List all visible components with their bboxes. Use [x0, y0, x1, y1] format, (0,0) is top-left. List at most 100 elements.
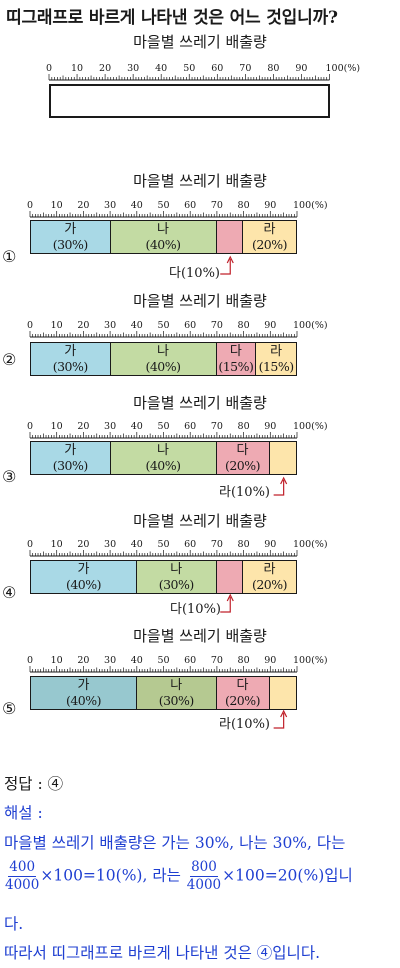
fraction-denominator: 4000 — [186, 877, 222, 893]
segment-percent: (30%) — [52, 359, 89, 374]
segment-label: 나 — [157, 344, 169, 359]
ruler-tick-label: 50 — [157, 539, 169, 550]
segment-percent: (20%) — [251, 237, 288, 252]
segment-percent: (40%) — [65, 693, 102, 708]
ruler-tick-label: 90 — [264, 539, 276, 550]
ruler-tick-label: 50 — [183, 63, 195, 74]
bar-segment: 다 (20%) — [216, 442, 270, 474]
explanation-label: 해설 : — [4, 804, 43, 822]
ruler-tick-label: 100(%) — [326, 63, 361, 74]
segment-percent: (30%) — [52, 458, 89, 473]
segment-label: 나 — [157, 222, 169, 237]
callout-label: 다(10%) — [169, 266, 220, 281]
bar-segment: 나 (40%) — [110, 442, 217, 474]
ruler-tick-label: 50 — [157, 200, 169, 211]
scale-ruler: 0 10 20 30 40 50 60 70 80 90 100(%) — [27, 200, 328, 218]
callout-arrow — [273, 709, 288, 729]
option-5-marker[interactable]: ⑤ — [2, 699, 17, 718]
ruler-tick-label: 100(%) — [293, 421, 328, 432]
band-graph-option-3: 가 (30%) 나 (40%) 다 (20%) — [30, 441, 297, 475]
band-graph-option-4: 가 (40%) 나 (30%) 라 (20%) — [30, 560, 297, 594]
bar-segment: 다 (20%) — [216, 677, 270, 709]
ruler-tick-label: 100(%) — [293, 655, 328, 666]
arrow-line — [220, 259, 231, 275]
ruler-tick-label: 80 — [238, 539, 250, 550]
ruler-tick-label: 70 — [211, 539, 223, 550]
arrow-head — [226, 255, 234, 264]
ruler-tick-label: 70 — [211, 421, 223, 432]
explanation-end-text: ×100=20(%)입니 — [222, 866, 353, 885]
segment-percent: (40%) — [145, 458, 181, 473]
ruler-tick-label: 0 — [27, 655, 33, 666]
segment-percent: (20%) — [251, 577, 288, 592]
ruler-tick-label: 10 — [51, 655, 63, 666]
scale-ruler: 0 10 20 30 40 50 60 70 80 90 100(%) — [27, 655, 328, 673]
option-3-marker[interactable]: ③ — [2, 467, 17, 486]
band-graph-option-2: 가 (30%) 나 (40%) 다 (15%) 라 (15%) — [30, 342, 297, 376]
ruler-tick-label: 100(%) — [293, 539, 328, 550]
bar-segment: 나 (40%) — [110, 221, 217, 253]
segment-percent: (40%) — [145, 359, 181, 374]
ruler-tick-label: 70 — [211, 655, 223, 666]
option-4-marker[interactable]: ④ — [2, 583, 17, 602]
empty-band-graph — [49, 84, 330, 118]
band-graph-option-1: 가 (30%) 나 (40%) 라 (20%) — [30, 220, 297, 254]
ruler-tick-label: 40 — [155, 63, 167, 74]
callout-label: 라(10%) — [219, 717, 270, 732]
ruler-tick-label: 10 — [51, 200, 63, 211]
ruler-tick-label: 40 — [131, 539, 143, 550]
bar-segment: 라 (20%) — [243, 221, 296, 253]
arrow-head — [280, 709, 288, 718]
segment-label: 가 — [77, 678, 90, 693]
segment-label: 나 — [170, 678, 183, 693]
ruler-tick-label: 70 — [211, 200, 223, 211]
bar-segment: 가 (40%) — [31, 561, 137, 593]
ruler-tick-label: 30 — [127, 63, 139, 74]
explanation-mid-text: ×100=10(%), 라는 — [40, 866, 181, 885]
ruler-tick-label: 90 — [295, 63, 307, 74]
segment-label: 라 — [263, 222, 276, 237]
bar-segment — [216, 561, 243, 593]
bar-segment — [269, 442, 296, 474]
bar-segment: 라 (20%) — [243, 561, 296, 593]
ruler-tick-label: 0 — [27, 421, 33, 432]
explanation-line-1: 마을별 쓰레기 배출량은 가는 30%, 나는 30%, 다는 — [4, 834, 346, 852]
segment-label: 가 — [77, 562, 90, 577]
bar-segment: 다 (15%) — [216, 343, 257, 375]
segment-label: 라 — [263, 562, 276, 577]
ruler-tick-label: 60 — [184, 200, 196, 211]
ruler-tick-label: 30 — [104, 320, 116, 331]
ruler-tick-label: 30 — [104, 421, 116, 432]
callout-label: 라(10%) — [219, 485, 270, 500]
bar-segment: 나 (30%) — [137, 561, 217, 593]
option-1-marker[interactable]: ① — [2, 247, 17, 266]
scale-ruler: 0 10 20 30 40 50 60 70 80 90 100(%) — [27, 539, 328, 557]
segment-label: 나 — [157, 443, 169, 458]
ruler-tick-label: 10 — [51, 320, 63, 331]
bar-segment: 나 (30%) — [137, 677, 217, 709]
ruler-tick-label: 50 — [157, 655, 169, 666]
segment-percent: (30%) — [52, 237, 89, 252]
callout-label: 다(10%) — [170, 602, 221, 617]
option-2-marker[interactable]: ② — [2, 350, 17, 369]
segment-label: 나 — [170, 562, 183, 577]
ruler-tick-label: 50 — [157, 421, 169, 432]
ruler-tick-label: 10 — [51, 421, 63, 432]
bar-segment — [216, 221, 243, 253]
chart-title: 마을별 쓰레기 배출량 — [133, 292, 267, 310]
ruler-tick-label: 90 — [264, 320, 276, 331]
arrow-head — [280, 476, 288, 485]
ruler-tick-label: 20 — [77, 421, 89, 432]
ruler-tick-label: 90 — [264, 200, 276, 211]
segment-percent: (30%) — [158, 577, 195, 592]
chart-title: 마을별 쓰레기 배출량 — [133, 394, 267, 412]
ruler-tick-label: 40 — [131, 200, 143, 211]
ruler-tick-label: 60 — [184, 320, 196, 331]
arrow-line — [220, 597, 231, 613]
segment-percent: (15%) — [258, 359, 295, 374]
chart-title: 마을별 쓰레기 배출량 — [133, 627, 267, 645]
ruler-tick-label: 40 — [131, 655, 143, 666]
segment-percent: (20%) — [224, 458, 261, 473]
segment-percent: (15%) — [218, 359, 254, 374]
bar-segment: 나 (40%) — [110, 343, 217, 375]
